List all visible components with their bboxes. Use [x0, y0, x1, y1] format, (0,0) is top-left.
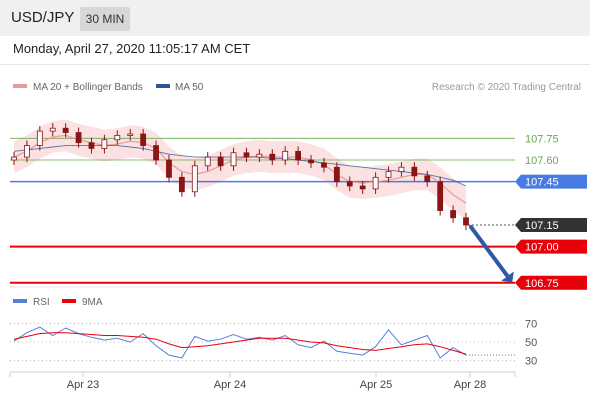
- candle-body: [114, 135, 121, 141]
- candle-body: [308, 159, 314, 164]
- candle-body: [398, 166, 405, 172]
- ma50-legend-label: MA 50: [175, 82, 204, 93]
- x-tick-label: Apr 25: [360, 379, 392, 391]
- candle-body: [424, 175, 431, 183]
- candle-body: [88, 142, 95, 149]
- level-tag-106-75: [515, 275, 587, 290]
- candle-body: [385, 171, 392, 178]
- rsi-tick-label-30: 30: [525, 356, 537, 368]
- forecast-arrow: [469, 225, 514, 283]
- level-tag-107-15: [515, 218, 587, 232]
- rsi-tick-label-70: 70: [525, 318, 537, 330]
- ma20-legend-label: MA 20 + Bollinger Bands: [33, 82, 143, 93]
- level-tag-text-107-15: 107.15: [525, 220, 559, 232]
- candle-body: [11, 156, 17, 161]
- x-axis-labels: Apr 23 Apr 24 Apr 25 Apr 28: [9, 372, 516, 391]
- rsi-ma-legend-label: 9MA: [82, 297, 103, 308]
- candle-body: [230, 152, 237, 167]
- candle-body: [153, 145, 159, 161]
- candle-body: [450, 210, 456, 219]
- x-tick-label: Apr 24: [214, 379, 246, 391]
- symbol-title: USD/JPY: [11, 9, 75, 26]
- candle-body: [49, 127, 56, 132]
- candle-body: [346, 181, 353, 187]
- candle-body: [269, 153, 276, 161]
- candle-body: [178, 176, 185, 193]
- source-credit: Research © 2020 Trading Central: [432, 82, 581, 93]
- candle-body: [411, 166, 418, 177]
- level-tag-107-00: [515, 239, 587, 254]
- ma20-legend-swatch: [13, 84, 27, 88]
- bollinger-band: [14, 119, 466, 220]
- candle-body: [36, 130, 43, 146]
- level-tag-text-106-75: 106.75: [525, 278, 559, 290]
- candle-body: [243, 152, 250, 158]
- x-tick-label: Apr 28: [454, 379, 486, 391]
- interval-button[interactable]: 30 MIN: [80, 7, 130, 31]
- candle-body: [359, 185, 366, 190]
- candle-body: [295, 150, 302, 161]
- level-tags: 107.75 107.60 107.45 107.15 107.00 106.75: [515, 133, 587, 290]
- rsi-legend-swatch: [13, 299, 27, 303]
- rsi-tick-label-50: 50: [525, 337, 537, 349]
- forecast-arrow-shaft: [469, 225, 510, 279]
- candle-body: [75, 132, 82, 144]
- candle-body: [127, 133, 134, 136]
- candle-body: [24, 145, 30, 158]
- candle-body: [204, 156, 211, 167]
- rsi-panel: 70 50 30: [10, 318, 537, 368]
- rsi-ma-line: [13, 332, 467, 355]
- candle-body: [101, 139, 108, 149]
- header-bar: USD/JPY 30 MIN: [0, 0, 590, 36]
- candle-body: [463, 217, 469, 226]
- level-label-107-75: 107.75: [525, 133, 559, 145]
- header-divider: [0, 64, 590, 65]
- ma50-legend-swatch: [156, 84, 170, 88]
- candle-body: [282, 150, 289, 161]
- level-tag-text-107-00: 107.00: [525, 242, 559, 254]
- candle-body: [191, 165, 198, 193]
- candle-body: [62, 127, 69, 133]
- ma20-line: [13, 134, 467, 204]
- rsi-ma-legend-swatch: [62, 299, 76, 303]
- candle-body: [140, 133, 147, 146]
- candle-body: [217, 156, 224, 167]
- timestamp: Monday, April 27, 2020 11:05:17 AM CET: [13, 41, 251, 56]
- candle-body: [256, 153, 263, 158]
- key-levels: [10, 137, 515, 284]
- level-tag-107-45: [515, 174, 587, 189]
- bollinger-band-area: [14, 119, 466, 220]
- rsi-legend-label: RSI: [33, 297, 50, 308]
- x-tick-label: Apr 23: [67, 379, 99, 391]
- forecast-arrow-head: [501, 271, 514, 283]
- candle-body: [166, 159, 172, 178]
- rsi-line: [13, 326, 467, 359]
- price-candles: [11, 123, 469, 231]
- candle-body: [437, 181, 444, 211]
- candle-body: [321, 162, 327, 168]
- candle-body: [333, 166, 340, 183]
- level-tag-text-107-45: 107.45: [525, 177, 559, 189]
- level-label-107-60: 107.60: [525, 155, 559, 167]
- candle-body: [372, 176, 379, 190]
